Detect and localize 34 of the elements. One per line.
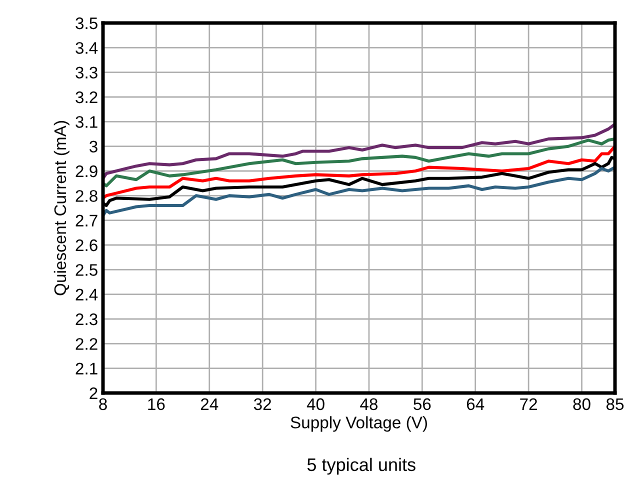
- x-tick-label: 32: [254, 398, 272, 410]
- y-tick-label: 3: [90, 140, 98, 153]
- y-tick-label: 2.3: [76, 313, 98, 326]
- y-tick-label: 3.2: [76, 91, 98, 104]
- y-tick-label: 2.2: [76, 338, 98, 350]
- y-tick-label: 2.4: [76, 288, 98, 300]
- x-tick-label: 64: [466, 398, 484, 410]
- y-tick-label: 2.7: [76, 214, 98, 226]
- y-axis-title: Quiescent Current (mA): [54, 121, 70, 296]
- text: 5 typical units: [307, 458, 416, 475]
- line-series: [103, 144, 615, 200]
- x-tick-label: 56: [414, 398, 431, 410]
- x-tick-label: 40: [306, 398, 324, 410]
- line-series: [103, 122, 615, 180]
- y-tick-label: 2.9: [76, 165, 98, 178]
- y-tick-label: 2: [90, 387, 98, 400]
- y-tick-label: 3.3: [76, 66, 98, 79]
- x-tick-label: 24: [200, 398, 218, 410]
- x-tick-label: 8: [99, 398, 107, 410]
- y-tick-label: 3.1: [76, 116, 98, 128]
- y-tick-label: 3.4: [76, 42, 98, 54]
- y-tick-label: 2.1: [76, 362, 98, 374]
- x-axis-title: Supply Voltage (V): [290, 416, 427, 432]
- line-series: [103, 137, 615, 188]
- y-tick-label: 2.8: [76, 190, 98, 202]
- x-tick-label: 16: [148, 398, 165, 410]
- x-tick-label: 72: [520, 398, 537, 410]
- y-tick-label: 2.6: [76, 239, 98, 252]
- x-tick-label: 48: [360, 398, 378, 410]
- y-tick-label: 3.5: [76, 17, 98, 30]
- y-tick-label: 2.5: [76, 264, 98, 276]
- x-tick-label: 85: [606, 398, 624, 410]
- x-tick-label: 80: [573, 398, 590, 410]
- line-series: [103, 166, 615, 217]
